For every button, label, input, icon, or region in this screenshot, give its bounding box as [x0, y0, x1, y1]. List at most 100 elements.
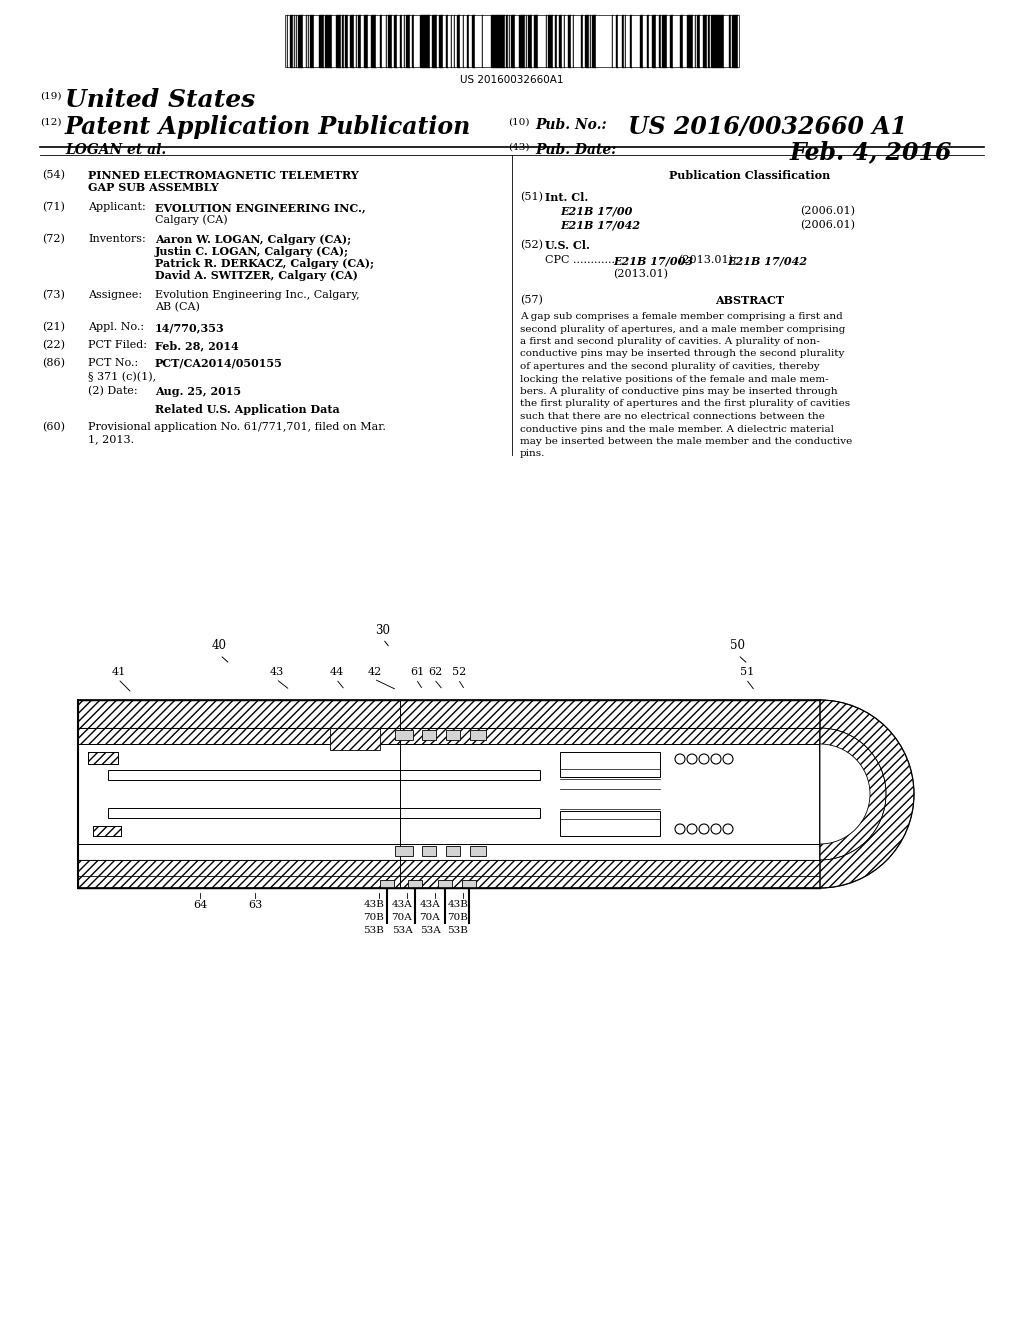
Bar [685, 15, 687, 67]
Bar [565, 15, 567, 67]
Bar [610, 15, 612, 67]
Bar [626, 15, 628, 67]
Bar [636, 15, 638, 67]
Bar [734, 15, 737, 67]
Text: (71): (71) [42, 202, 65, 213]
Bar [328, 15, 330, 67]
Bar [78, 744, 820, 843]
Bar [400, 15, 402, 67]
Bar [521, 15, 523, 67]
Text: Appl. No.:: Appl. No.: [88, 322, 144, 333]
Wedge shape [820, 744, 870, 843]
Bar [285, 15, 287, 67]
Bar [372, 15, 375, 67]
Bar [285, 15, 739, 67]
Bar [647, 15, 649, 67]
Bar [673, 15, 675, 67]
Bar [410, 15, 412, 67]
Bar [607, 15, 609, 67]
Text: (51): (51) [520, 191, 543, 202]
Bar [549, 15, 552, 67]
Bar [303, 15, 305, 67]
Bar [599, 15, 601, 67]
Text: a first and second plurality of cavities. A plurality of non-: a first and second plurality of cavities… [520, 337, 820, 346]
Text: 70A: 70A [391, 913, 413, 921]
Text: E21B 17/042: E21B 17/042 [560, 220, 640, 231]
Bar [317, 15, 319, 67]
Bar [604, 15, 607, 67]
Bar [395, 846, 413, 855]
Text: David A. SWITZER, Calgary (CA): David A. SWITZER, Calgary (CA) [155, 271, 357, 281]
Bar [721, 15, 723, 67]
Bar [487, 15, 489, 67]
Bar [388, 15, 391, 67]
Bar [368, 15, 371, 67]
Bar [473, 15, 475, 67]
Bar [350, 15, 352, 67]
Text: Evolution Engineering Inc., Calgary,: Evolution Engineering Inc., Calgary, [155, 290, 359, 300]
Bar [613, 15, 615, 67]
Bar [395, 730, 413, 741]
Bar [446, 846, 460, 855]
Text: 70B: 70B [364, 913, 384, 921]
Text: Aaron W. LOGAN, Calgary (CA);: Aaron W. LOGAN, Calgary (CA); [155, 234, 351, 246]
Bar [515, 15, 518, 67]
Bar [719, 15, 721, 67]
Text: E21B 17/003: E21B 17/003 [613, 255, 693, 267]
Text: Justin C. LOGAN, Calgary (CA);: Justin C. LOGAN, Calgary (CA); [155, 246, 349, 257]
Bar [528, 15, 531, 67]
Text: Inventors:: Inventors: [88, 234, 145, 244]
Bar [560, 752, 660, 777]
Bar [422, 846, 436, 855]
Text: Provisional application No. 61/771,701, filed on Mar.: Provisional application No. 61/771,701, … [88, 422, 386, 432]
Text: Int. Cl.: Int. Cl. [545, 191, 588, 203]
Text: (60): (60) [42, 422, 65, 433]
Bar [314, 15, 316, 67]
Bar [423, 15, 426, 67]
Bar [88, 752, 118, 764]
Bar [93, 826, 121, 836]
Text: 53B: 53B [447, 927, 468, 935]
Bar [688, 15, 690, 67]
Text: (43): (43) [508, 143, 529, 152]
Bar [555, 15, 557, 67]
Text: (19): (19) [40, 92, 61, 102]
Bar [470, 846, 486, 855]
Bar [560, 810, 660, 836]
Bar [578, 15, 581, 67]
Bar [592, 15, 595, 67]
Bar [562, 15, 564, 67]
Text: 70B: 70B [447, 913, 468, 921]
Text: Patent Application Publication: Patent Application Publication [65, 115, 471, 139]
Bar [657, 15, 659, 67]
Text: Assignee:: Assignee: [88, 290, 142, 300]
Bar [477, 15, 480, 67]
Bar [708, 15, 710, 67]
Bar [338, 15, 340, 67]
Bar [633, 15, 636, 67]
Bar [638, 15, 640, 67]
Text: 42: 42 [368, 667, 382, 677]
Text: pins.: pins. [520, 450, 546, 458]
Text: 53A: 53A [420, 927, 440, 935]
Text: LOGAN et al.: LOGAN et al. [65, 143, 166, 157]
Bar [378, 15, 380, 67]
Text: 43B: 43B [364, 900, 384, 909]
Text: (73): (73) [42, 290, 65, 301]
Text: of apertures and the second plurality of cavities, thereby: of apertures and the second plurality of… [520, 362, 819, 371]
Bar [78, 861, 820, 876]
Text: (12): (12) [40, 117, 61, 127]
Text: (22): (22) [42, 341, 65, 350]
Bar [724, 15, 726, 67]
Text: 43B: 43B [447, 900, 468, 909]
Text: CPC ............: CPC ............ [545, 255, 615, 265]
Text: may be inserted between the male member and the conductive: may be inserted between the male member … [520, 437, 852, 446]
Bar [489, 15, 490, 67]
Bar [322, 15, 324, 67]
Bar [444, 15, 446, 67]
Text: (2) Date:: (2) Date: [88, 385, 137, 396]
Bar [568, 15, 571, 67]
Bar [701, 15, 703, 67]
Bar [460, 15, 463, 67]
Bar [553, 15, 555, 67]
